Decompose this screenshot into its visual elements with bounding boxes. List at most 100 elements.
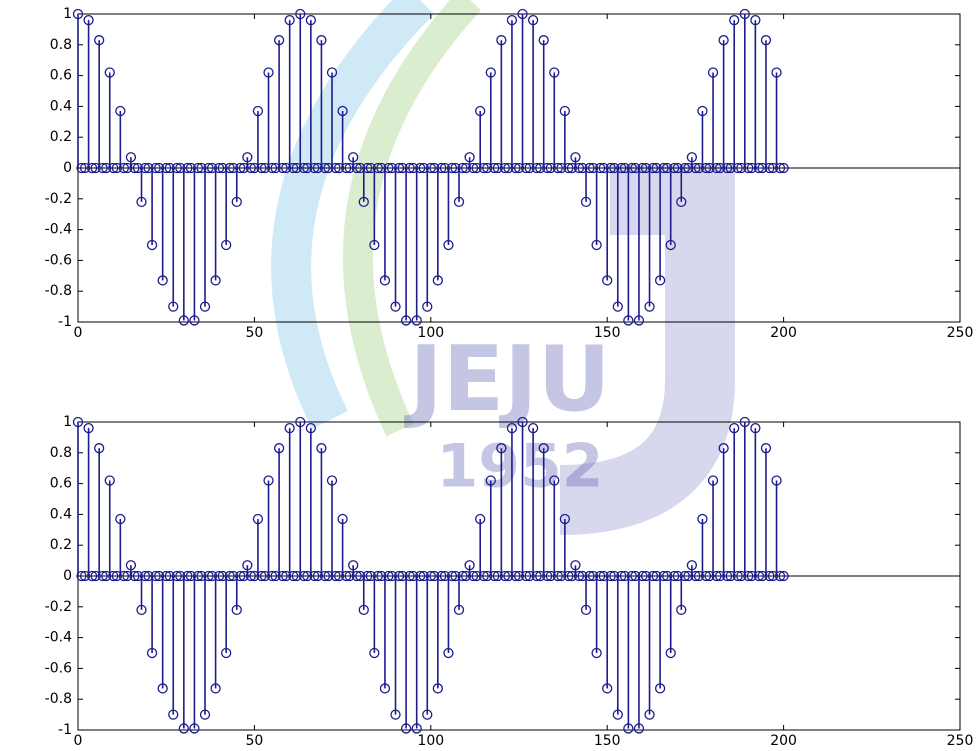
stem-marker	[118, 162, 130, 174]
stem-marker	[764, 570, 775, 582]
stem-marker	[658, 162, 669, 174]
stem-marker	[358, 604, 369, 616]
stem-marker	[203, 570, 214, 582]
stem-marker	[686, 560, 698, 571]
x-tick-label: 200	[770, 733, 797, 749]
y-tick-label: -0.2	[45, 599, 72, 615]
stem-marker	[238, 162, 249, 174]
stem-marker	[499, 162, 511, 174]
stem-marker	[231, 196, 242, 208]
stem-marker	[489, 570, 500, 582]
stem-marker	[104, 67, 115, 78]
stem-marker	[390, 709, 401, 720]
stem-marker	[72, 416, 84, 428]
stem-marker	[609, 162, 620, 174]
stem-marker	[594, 162, 606, 174]
stem-marker	[270, 162, 281, 174]
stem-marker	[415, 162, 426, 174]
stem-marker	[97, 162, 108, 174]
subplot: -1 -0.8 -0.6 -0.4 -0.2 0 0.2 0.4 0.6 0.8 1 0 50 100 15…	[45, 414, 974, 749]
stem-marker	[640, 570, 652, 582]
stem-marker	[238, 570, 249, 582]
stem-marker	[746, 162, 757, 174]
stem-marker	[333, 162, 345, 174]
stem-marker	[213, 162, 225, 174]
stem-marker	[263, 475, 274, 486]
stem-marker	[591, 239, 602, 251]
stem-marker	[281, 162, 292, 174]
stem-marker	[520, 162, 532, 174]
stem-marker	[570, 152, 581, 163]
stem-marker	[503, 162, 514, 174]
x-tick-label: 50	[245, 733, 263, 749]
stem-marker	[386, 162, 398, 174]
stem-marker	[316, 35, 327, 46]
stem-marker	[573, 162, 585, 174]
y-tick-label: -0.4	[45, 222, 72, 238]
x-tick-label: 0	[74, 733, 83, 749]
y-tick-label: 0.2	[50, 129, 72, 145]
stem-marker	[457, 162, 468, 174]
stem-marker	[630, 570, 641, 582]
stem-marker	[527, 15, 539, 26]
stem-marker	[774, 570, 786, 582]
stem-marker	[150, 162, 161, 174]
stem-marker	[150, 570, 161, 582]
stem-marker	[90, 162, 101, 174]
stem-marker	[736, 162, 747, 174]
stem-marker	[718, 443, 729, 454]
stem-marker	[676, 196, 687, 208]
stem-marker	[510, 162, 521, 174]
stem-marker	[171, 570, 182, 582]
stem-marker	[312, 162, 324, 174]
stem-marker	[714, 162, 726, 174]
stem-marker	[443, 239, 454, 251]
stem-marker	[760, 443, 772, 454]
stem-marker	[436, 570, 447, 582]
stem-marker	[535, 570, 546, 582]
stem-marker	[580, 604, 592, 616]
stem-marker	[157, 683, 168, 694]
stem-marker	[662, 570, 673, 582]
stem-marker	[602, 275, 613, 286]
stem-marker	[153, 162, 165, 174]
stem-marker	[175, 162, 186, 174]
x-tick-label: 150	[594, 325, 621, 341]
stem-marker	[538, 443, 549, 454]
stem-marker	[326, 67, 338, 78]
stem-marker	[337, 105, 348, 117]
stem-marker	[492, 570, 503, 582]
stem-marker	[175, 570, 186, 582]
stem-marker	[132, 570, 144, 582]
stem-marker	[94, 35, 105, 46]
stem-marker	[549, 475, 560, 486]
stem-marker	[538, 35, 549, 46]
stem-marker	[626, 162, 638, 174]
stem-marker	[616, 162, 627, 174]
stem-marker	[284, 15, 295, 26]
stem-marker	[298, 162, 309, 174]
stem-marker	[732, 570, 743, 582]
stem-marker	[97, 570, 108, 582]
stem-marker	[524, 162, 535, 174]
stem-marker	[393, 570, 405, 582]
stem-marker	[263, 67, 274, 78]
stem-marker	[563, 570, 574, 582]
stem-marker	[199, 709, 211, 720]
stem-marker	[714, 570, 726, 582]
stem-marker	[185, 570, 197, 582]
stem-marker	[457, 570, 468, 582]
stem-marker	[672, 162, 683, 174]
stem-marker	[242, 152, 253, 163]
stem-marker	[711, 570, 722, 582]
stem-marker	[767, 570, 779, 582]
stem-marker	[139, 570, 151, 582]
stem-marker	[358, 196, 369, 208]
stem-marker	[348, 560, 359, 571]
stem-marker	[178, 315, 189, 326]
stem-marker	[397, 162, 408, 174]
stem-marker	[256, 570, 267, 582]
stem-marker	[340, 162, 352, 174]
stem-marker	[309, 570, 320, 582]
